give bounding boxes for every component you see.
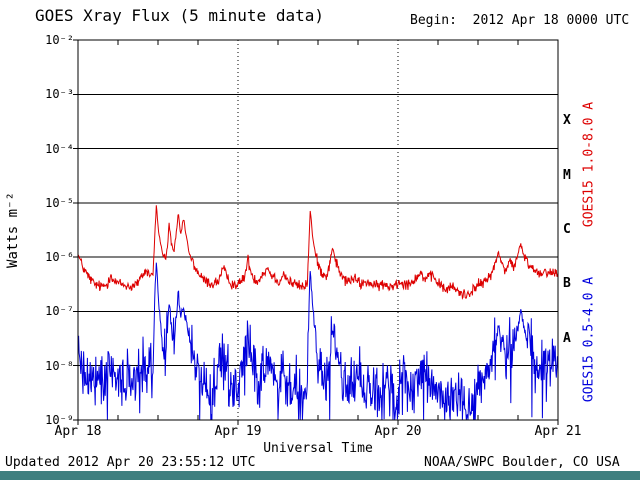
long-channel-series	[77, 205, 559, 300]
flare-class-letter: X	[563, 113, 571, 129]
credit-label: NOAA/SWPC Boulder, CO USA	[424, 455, 620, 470]
y-tick-label: 10⁻⁴	[45, 141, 74, 156]
y-tick-label: 10⁻³	[45, 87, 74, 102]
flare-class-letter: B	[563, 276, 571, 292]
y-tick-label: 10⁻⁹	[45, 413, 74, 427]
flare-class-letter: A	[563, 330, 571, 346]
chart-title: GOES Xray Flux (5 minute data)	[35, 6, 324, 25]
channel-label-short: GOES15 0.5-4.0 A	[581, 276, 597, 403]
flare-class-letter: M	[563, 167, 571, 183]
begin-time-label: Begin: 2012 Apr 18 0000 UTC	[410, 13, 630, 28]
flare-class-letter: C	[563, 222, 571, 237]
y-tick-label: 10⁻⁷	[45, 304, 74, 319]
x-tick-label: Apr 18	[54, 424, 102, 439]
channel-label-long: GOES15 1.0-8.0 A	[581, 101, 597, 228]
updated-timestamp: Updated 2012 Apr 20 23:55:12 UTC	[5, 455, 256, 470]
short-channel-series	[77, 262, 559, 421]
y-tick-label: 10⁻⁶	[45, 250, 74, 265]
x-axis-label: Universal Time	[263, 441, 373, 456]
y-tick-label: 10⁻⁵	[45, 195, 74, 210]
y-tick-label: 10⁻⁸	[45, 358, 74, 373]
x-tick-label: Apr 21	[534, 424, 582, 439]
x-tick-label: Apr 19	[214, 424, 262, 439]
y-tick-label: 10⁻²	[45, 33, 74, 47]
y-axis-label: Watts m⁻²	[5, 192, 21, 268]
x-tick-label: Apr 20	[374, 424, 422, 439]
page-background-bar	[0, 471, 640, 480]
